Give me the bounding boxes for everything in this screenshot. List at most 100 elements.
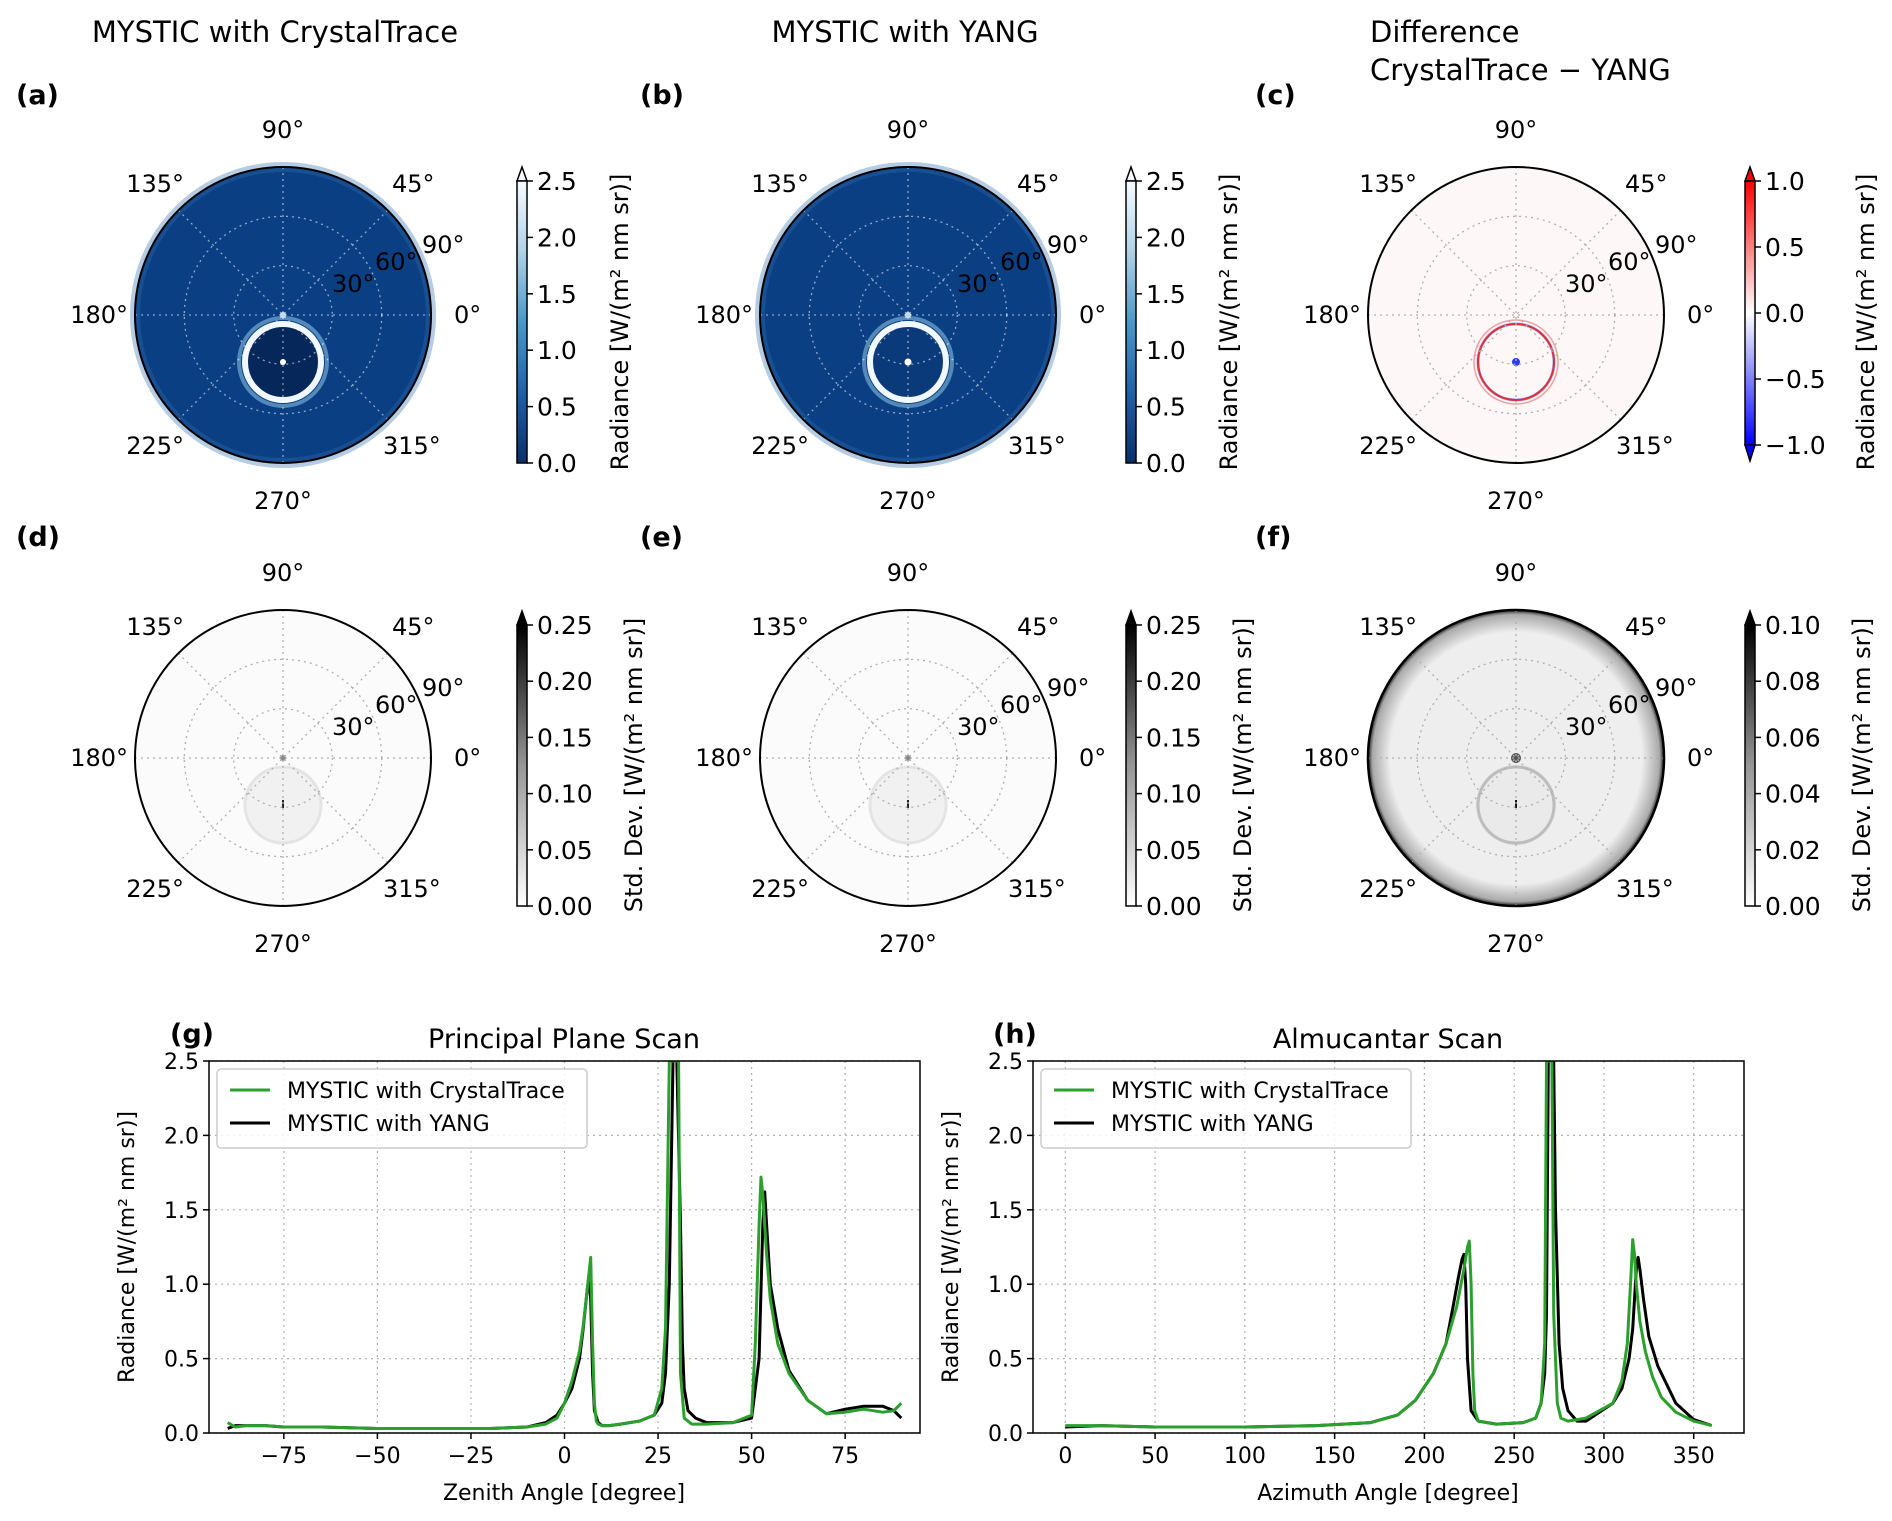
radial-label-60: 60° (1608, 248, 1651, 276)
radial-label-60: 60° (375, 248, 418, 276)
colorbar-tick-label-c-0: −1.0 (1765, 431, 1826, 460)
azimuth-label-180: 180° (70, 301, 128, 329)
chart-h-xtick-label-1: 50 (1141, 1444, 1169, 1469)
column-title-yang: MYSTIC with YANG (771, 15, 1038, 49)
colorbar-tick-label-b-5: 2.5 (1146, 167, 1186, 196)
radial-label-60: 60° (1000, 248, 1043, 276)
chart-g-ytick-label-5: 2.5 (164, 1050, 199, 1075)
colorbar-tick-label-a-5: 2.5 (537, 167, 577, 196)
colorbar-tick-label-e-3: 0.15 (1146, 723, 1202, 752)
colorbar-tick-label-a-2: 1.0 (537, 336, 577, 365)
colorbar-tick-label-e-4: 0.20 (1146, 667, 1202, 696)
azimuth-label-225: 225° (751, 875, 809, 903)
radial-label-30: 30° (1565, 713, 1608, 741)
panel-label-d: (d) (16, 522, 60, 553)
azimuth-label-315: 315° (383, 432, 441, 460)
colorbar-label-c: Radiance [W/(m² nm sr)] (1852, 174, 1880, 471)
azimuth-label-180: 180° (695, 744, 753, 772)
chart-g-xtick-label-6: 75 (831, 1444, 859, 1469)
chart-g-ticks: −75 −50 −25 0 25 50 75 0.0 0.5 1.0 1.5 2.0 2.5 (164, 1050, 859, 1469)
radial-label-30: 30° (957, 713, 1000, 741)
azimuth-label-0: 0° (1079, 301, 1106, 329)
chart-g-ytick-label-0: 0.0 (164, 1422, 199, 1447)
chart-h-xtick-label-0: 0 (1058, 1444, 1072, 1469)
azimuth-label-45: 45° (1625, 613, 1668, 641)
column-title-crystaltrace: MYSTIC with CrystalTrace (92, 15, 458, 49)
chart-g-xtick-label-0: −75 (261, 1444, 307, 1469)
colorbar-tick-label-b-3: 1.5 (1146, 280, 1186, 309)
chart-g-ytick-label-2: 1.0 (164, 1273, 199, 1298)
colorbar-tick-label-c-3: 0.5 (1765, 233, 1805, 262)
colorbar-tick-label-a-3: 1.5 (537, 280, 577, 309)
colorbar-label-e: Std. Dev. [W/(m² nm sr)] (1229, 618, 1257, 912)
chart-g-series-0 (226, 1061, 903, 1430)
azimuth-label-0: 0° (1687, 744, 1714, 772)
polar-panel-c (1367, 166, 1665, 464)
radial-label-90: 90° (1047, 674, 1090, 702)
colorbar-tick-label-d-4: 0.20 (537, 667, 593, 696)
colorbar-tick-label-a-0: 0.0 (537, 449, 577, 478)
colorbar-tick-label-f-1: 0.02 (1765, 836, 1821, 865)
colorbar-c: −1.0 −0.5 0.0 0.5 1.0 Radiance [W/(m² nm sr)… (1743, 164, 1880, 471)
azimuth-label-45: 45° (1017, 613, 1060, 641)
chart-g-xtick-label-3: 0 (558, 1444, 572, 1469)
azimuth-label-225: 225° (126, 875, 184, 903)
polar-labels-c: 90° 270° 180° 0° 45° 135° 225° 315° 30° … (1303, 116, 1714, 515)
legend-h: MYSTIC with CrystalTrace MYSTIC with YAN… (1040, 1068, 1412, 1149)
chart-g-ytick-label-3: 1.5 (164, 1199, 199, 1224)
radial-label-30: 30° (332, 713, 375, 741)
radial-label-30: 30° (957, 270, 1000, 298)
panel-label-h: (h) (993, 1019, 1037, 1050)
chart-h-ytick-label-0: 0.0 (988, 1422, 1023, 1447)
panel-label-a: (a) (16, 80, 59, 111)
chart-h-series (1065, 1061, 1713, 1429)
colorbar-tick-label-f-0: 0.00 (1765, 892, 1821, 921)
colorbar-ticks-b: 0.0 0.5 1.0 1.5 2.0 2.5 (1136, 167, 1186, 478)
azimuth-label-225: 225° (1359, 432, 1417, 460)
azimuth-label-135: 135° (126, 613, 184, 641)
legend-g: MYSTIC with CrystalTrace MYSTIC with YAN… (216, 1068, 588, 1149)
azimuth-label-180: 180° (1303, 744, 1361, 772)
azimuth-label-0: 0° (454, 744, 481, 772)
azimuth-label-270: 270° (254, 487, 312, 515)
azimuth-label-315: 315° (1616, 875, 1674, 903)
colorbar-tick-label-f-3: 0.06 (1765, 723, 1821, 752)
polar-panel-f (1366, 608, 1666, 908)
azimuth-label-90: 90° (262, 559, 305, 587)
chart-g-ytick-label-4: 2.0 (164, 1124, 199, 1149)
colorbar-tick-label-e-1: 0.05 (1146, 836, 1202, 865)
chart-h-ytick-label-2: 1.0 (988, 1273, 1023, 1298)
colorbar-tick-label-d-3: 0.15 (537, 723, 593, 752)
azimuth-label-45: 45° (1625, 170, 1668, 198)
polar-panel-e (759, 609, 1057, 907)
radial-label-60: 60° (1608, 691, 1651, 719)
colorbar-tick-label-d-1: 0.05 (537, 836, 593, 865)
chart-title-g: Principal Plane Scan (428, 1024, 700, 1055)
colorbar-tick-label-d-0: 0.00 (537, 892, 593, 921)
polar-panel-a (130, 162, 436, 468)
colorbar-tick-label-f-4: 0.08 (1765, 667, 1821, 696)
radial-label-90: 90° (1655, 231, 1698, 259)
azimuth-label-135: 135° (1359, 613, 1417, 641)
colorbar-tick-label-a-4: 2.0 (537, 223, 577, 252)
azimuth-label-270: 270° (879, 930, 937, 958)
chart-g-series (226, 1061, 903, 1430)
chart-title-h: Almucantar Scan (1273, 1024, 1503, 1055)
legend-h-series-1: MYSTIC with YANG (1111, 1112, 1314, 1137)
colorbar-tick-label-a-1: 0.5 (537, 393, 577, 422)
chart-h-xtick-label-4: 200 (1403, 1444, 1445, 1469)
colorbar-tick-label-b-0: 0.0 (1146, 449, 1186, 478)
panel-label-c: (c) (1255, 80, 1296, 111)
radial-label-90: 90° (1655, 674, 1698, 702)
colorbar-ticks-f: 0.00 0.02 0.04 0.06 0.08 0.10 (1755, 611, 1821, 921)
line-chart-g: −75 −50 −25 0 25 50 75 0.0 0.5 1.0 1.5 2.0 2.5 Princ… (115, 1024, 921, 1506)
polar-panel-d (134, 609, 432, 907)
chart-g-xtick-label-4: 25 (644, 1444, 672, 1469)
colorbar-label-d: Std. Dev. [W/(m² nm sr)] (620, 618, 648, 912)
azimuth-label-90: 90° (1495, 559, 1538, 587)
azimuth-label-270: 270° (1487, 930, 1545, 958)
chart-h-ticks: 0 50 100 150 200 250 300 350 0.0 0.5 1.0 1.5 2.0 2.5 (988, 1050, 1715, 1469)
colorbar-ticks-d: 0.00 0.05 0.10 0.15 0.20 0.25 (527, 611, 593, 921)
colorbar-tick-label-c-2: 0.0 (1765, 299, 1805, 328)
